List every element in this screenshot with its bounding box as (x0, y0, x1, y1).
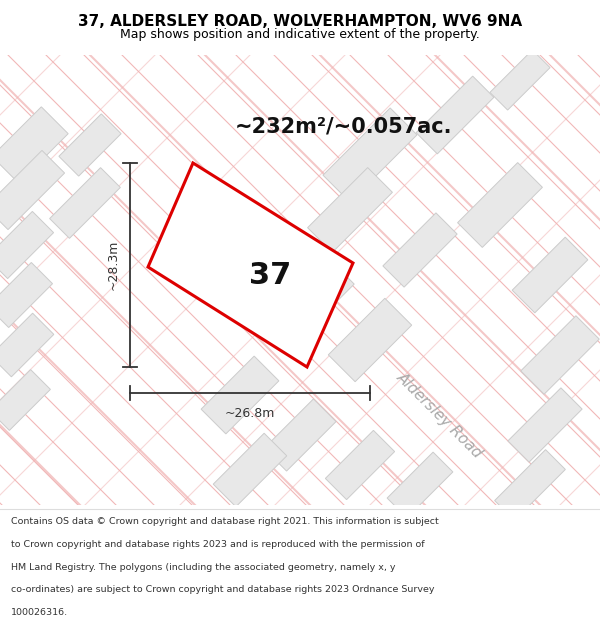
Polygon shape (387, 452, 453, 518)
Text: Aldersley Road: Aldersley Road (394, 369, 486, 461)
Polygon shape (0, 151, 65, 229)
Polygon shape (494, 449, 565, 521)
Polygon shape (0, 107, 68, 183)
Text: ~232m²/~0.057ac.: ~232m²/~0.057ac. (235, 117, 452, 137)
Polygon shape (521, 316, 599, 394)
Text: Map shows position and indicative extent of the property.: Map shows position and indicative extent… (120, 28, 480, 41)
Polygon shape (490, 50, 550, 110)
Text: co-ordinates) are subject to Crown copyright and database rights 2023 Ordnance S: co-ordinates) are subject to Crown copyr… (11, 586, 434, 594)
Polygon shape (458, 162, 542, 248)
Text: HM Land Registry. The polygons (including the associated geometry, namely x, y: HM Land Registry. The polygons (includin… (11, 562, 395, 572)
Polygon shape (50, 168, 121, 238)
Polygon shape (325, 431, 395, 499)
Text: to Crown copyright and database rights 2023 and is reproduced with the permissio: to Crown copyright and database rights 2… (11, 540, 424, 549)
Polygon shape (213, 433, 287, 507)
Polygon shape (512, 237, 588, 313)
Polygon shape (0, 262, 53, 328)
Polygon shape (59, 114, 121, 176)
Polygon shape (264, 399, 336, 471)
Polygon shape (323, 108, 417, 202)
Text: ~28.3m: ~28.3m (107, 240, 120, 290)
Polygon shape (308, 168, 392, 252)
Text: 100026316.: 100026316. (11, 608, 68, 618)
Polygon shape (508, 388, 582, 462)
Polygon shape (328, 298, 412, 382)
Polygon shape (0, 369, 50, 431)
Polygon shape (0, 313, 54, 377)
Text: 37, ALDERSLEY ROAD, WOLVERHAMPTON, WV6 9NA: 37, ALDERSLEY ROAD, WOLVERHAMPTON, WV6 9… (78, 14, 522, 29)
Polygon shape (0, 211, 53, 279)
Polygon shape (148, 163, 353, 367)
Polygon shape (266, 256, 354, 344)
Polygon shape (383, 213, 457, 287)
Polygon shape (416, 76, 494, 154)
Text: ~26.8m: ~26.8m (225, 407, 275, 420)
Polygon shape (201, 356, 279, 434)
Text: 37: 37 (249, 261, 292, 289)
Text: Contains OS data © Crown copyright and database right 2021. This information is : Contains OS data © Crown copyright and d… (11, 517, 439, 526)
